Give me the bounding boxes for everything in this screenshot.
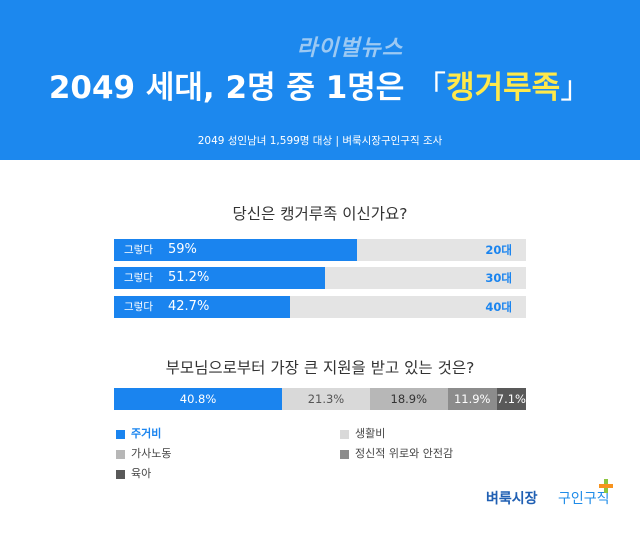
legend-label: 주거비 bbox=[131, 427, 162, 440]
question-1-title: 당신은 캥거루족 이신가요? bbox=[232, 205, 408, 223]
stacked-segment: 7.1% bbox=[496, 388, 526, 410]
stacked-segment: 40.8% bbox=[114, 388, 283, 410]
bar-row-30대: 그렇다 51.2% 30대 bbox=[114, 267, 526, 289]
bar-category-label: 40대 bbox=[485, 300, 512, 314]
bar-fill bbox=[114, 267, 325, 289]
title-main: 2049 세대, 2명 중 1명은 bbox=[48, 70, 416, 106]
legend-swatch bbox=[116, 470, 125, 479]
survey-subtitle: 2049 성인남녀 1,599명 대상 | 벼룩시장구인구직 조사 bbox=[197, 135, 443, 147]
bar-row-label: 그렇다 bbox=[124, 244, 153, 256]
brand-name-primary: 벼룩시장 bbox=[486, 491, 538, 507]
brand-name-secondary: 구인구직 bbox=[558, 491, 610, 507]
legend-label: 생활비 bbox=[355, 427, 386, 440]
legend-label: 육아 bbox=[131, 467, 152, 480]
bar-row-label: 그렇다 bbox=[124, 301, 153, 313]
bar-value-label: 59% bbox=[168, 242, 197, 257]
bar-category-label: 20대 bbox=[485, 243, 512, 257]
legend-label: 정신적 위로와 안전감 bbox=[355, 447, 454, 460]
bar-category-label: 30대 bbox=[485, 271, 512, 285]
bar-value-label: 42.7% bbox=[168, 299, 210, 314]
plus-icon bbox=[599, 479, 613, 493]
question-2-title: 부모님으로부터 가장 큰 지원을 받고 있는 것은? bbox=[165, 359, 475, 377]
support-stacked-bar: 40.8% 21.3% 18.9% 11.9% 7.1% bbox=[114, 388, 526, 410]
header-banner: 라이벌뉴스 2049 세대, 2명 중 1명은 「캥거루족」 2049 성인남녀… bbox=[0, 0, 640, 160]
legend-swatch bbox=[116, 430, 125, 439]
bar-fill bbox=[114, 239, 358, 261]
title-close-bracket: 」 bbox=[560, 70, 592, 106]
bar-row-20대: 그렇다 59% 20대 bbox=[114, 239, 526, 261]
main-title: 2049 세대, 2명 중 1명은 「캥거루족」 bbox=[0, 62, 640, 107]
bar-row-40대: 그렇다 42.7% 40대 bbox=[114, 296, 526, 318]
title-open-bracket: 「 bbox=[415, 70, 447, 106]
stacked-segment: 11.9% bbox=[447, 388, 497, 410]
legend-swatch bbox=[116, 450, 125, 459]
news-logo: 라이벌뉴스 bbox=[296, 36, 404, 61]
title-highlight: 캥거루족 bbox=[446, 70, 561, 106]
stacked-segment: 21.3% bbox=[282, 388, 370, 410]
bar-fill bbox=[114, 296, 290, 318]
legend-swatch bbox=[340, 450, 349, 459]
bar-value-label: 51.2% bbox=[168, 270, 210, 285]
bar-row-label: 그렇다 bbox=[124, 272, 153, 284]
legend-label: 가사노동 bbox=[131, 447, 172, 460]
brand-logo: 벼룩시장 구인구직 bbox=[486, 478, 626, 514]
legend-swatch bbox=[340, 430, 349, 439]
stacked-segment: 18.9% bbox=[369, 388, 448, 410]
